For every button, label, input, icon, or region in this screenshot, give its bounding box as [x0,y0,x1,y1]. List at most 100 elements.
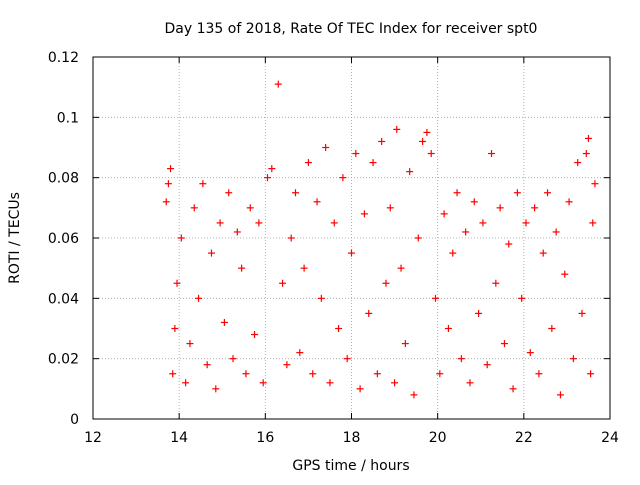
data-point [578,309,586,317]
data-point [229,355,237,363]
data-point [561,270,569,278]
data-point [444,325,452,332]
data-point [309,370,317,378]
data-point [436,370,444,378]
data-point [313,198,321,206]
data-point [591,180,599,188]
data-point [518,294,526,302]
data-point [427,150,435,158]
data-point [556,391,564,399]
data-point [500,340,508,348]
data-point [195,294,203,302]
data-point [291,189,299,197]
x-tick-label: 22 [515,430,533,446]
data-point [544,189,552,197]
data-point [453,189,461,197]
data-point [589,219,597,227]
data-point [164,180,172,188]
data-point [513,189,521,197]
data-point [190,204,198,212]
y-tick-label: 0.04 [48,291,79,307]
data-point [423,128,431,136]
data-point [255,219,263,227]
data-point [162,198,170,206]
x-tick-label: 16 [256,430,274,446]
data-point [449,249,457,257]
x-tick-label: 18 [343,430,361,446]
x-tick-labels: 12 14 16 18 20 22 24 [84,430,619,446]
data-point [587,370,595,378]
data-point [531,204,539,212]
data-point [552,228,560,236]
data-point [365,309,373,317]
data-point [457,355,465,363]
y-tick-label: 0.06 [48,231,79,247]
data-point [251,331,259,339]
data-point [171,325,179,332]
data-point [496,204,504,212]
data-point [356,385,364,393]
data-point [539,249,547,257]
data-point [569,355,577,363]
data-point [339,174,347,182]
data-point [470,198,478,206]
data-point [582,150,590,158]
data-point [414,234,422,242]
data-point [373,370,381,378]
data-point [440,210,448,218]
data-point [259,379,267,387]
data-point [207,249,215,257]
data-point [352,150,360,158]
data-point [548,325,556,332]
data-point [220,318,228,326]
y-tick-label: 0.12 [48,50,79,66]
y-tick-label: 0.02 [48,352,79,368]
grid [93,57,610,419]
data-point [300,264,308,272]
data-point [225,189,233,197]
data-point [535,370,543,378]
data-point [268,165,276,173]
data-point [466,379,474,387]
x-tick-label: 12 [84,430,102,446]
data-point [509,385,517,393]
data-point [186,340,194,348]
data-point [565,198,573,206]
data-point [488,150,496,158]
data-point [296,349,304,357]
data-point [167,165,175,173]
data-point [279,279,287,287]
data-point [432,294,440,302]
data-point [483,361,491,369]
data-point [348,249,355,257]
data-point [274,80,282,88]
data-point [401,340,409,348]
y-tick-labels: 0 0.02 0.04 0.06 0.08 0.1 0.12 [48,50,79,428]
data-point [322,144,330,151]
data-point [369,159,377,167]
data-point [522,219,530,227]
data-point [238,264,246,272]
data-point [526,349,534,357]
data-point [378,137,386,145]
data-point [462,228,470,236]
data-point [406,168,414,176]
data-point [177,234,185,242]
data-point [173,279,181,287]
data-point [410,391,418,399]
data-point [326,379,334,387]
data-point [199,180,207,188]
data-point [283,361,291,369]
y-axis-label: ROTI / TECUs [7,192,23,284]
plot-frame [92,56,611,420]
data-point [382,279,390,287]
data-point [169,370,177,378]
data-point [505,240,513,248]
y-tick-label: 0 [70,412,79,428]
data-point [386,204,394,212]
data-point [330,219,338,227]
x-tick-label: 24 [601,430,619,446]
data-point [216,219,224,227]
